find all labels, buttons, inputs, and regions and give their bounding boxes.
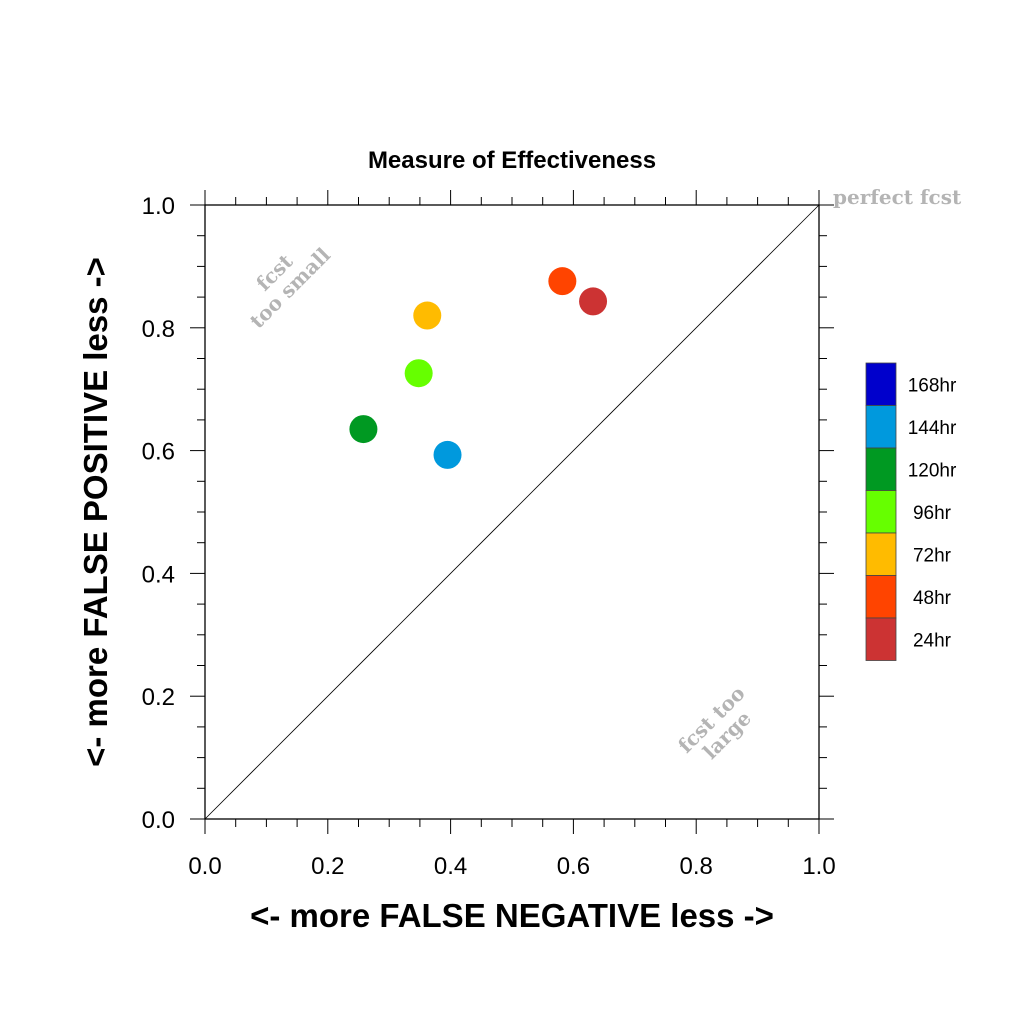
legend-swatch-144hr <box>865 405 897 449</box>
x-tick-label: 0.8 <box>680 853 713 880</box>
reference-line-group <box>204 204 820 820</box>
x-tick-label: 1.0 <box>802 853 835 880</box>
legend-swatch-72hr <box>865 532 897 576</box>
legend-swatch-48hr <box>865 575 897 619</box>
perfect-forecast-label: perfect fcst <box>833 185 962 209</box>
data-point-96hr <box>404 359 433 388</box>
x-tick-label: 0.0 <box>188 853 221 880</box>
y-tick-label: 1.0 <box>142 193 175 220</box>
y-axis-title: <- more FALSE POSITIVE less -> <box>77 257 114 767</box>
points-group <box>349 267 608 469</box>
y-tick-label: 0.0 <box>142 807 175 834</box>
x-axis-title: <- more FALSE NEGATIVE less -> <box>250 897 774 934</box>
legend-label-144hr: 144hr <box>908 418 957 439</box>
data-point-120hr <box>349 415 378 444</box>
legend-label-48hr: 48hr <box>913 588 952 609</box>
diagonal-reference-line <box>204 204 820 820</box>
legend-label-96hr: 96hr <box>913 503 952 524</box>
legend-label-120hr: 120hr <box>908 460 957 481</box>
x-tick-label: 0.4 <box>434 853 467 880</box>
y-tick-label: 0.8 <box>142 316 175 343</box>
y-tick-label: 0.4 <box>142 561 175 588</box>
x-tick-label: 0.6 <box>557 853 590 880</box>
legend-swatch-24hr <box>865 617 897 661</box>
legend: 168hr 144hr 120hr 96hr 72hr 48hr 24hr <box>865 362 957 661</box>
data-point-48hr <box>548 267 577 296</box>
x-tick-label: 0.2 <box>311 853 344 880</box>
y-tick-label: 0.6 <box>142 439 175 466</box>
data-point-24hr <box>579 287 608 316</box>
data-point-72hr <box>413 301 442 330</box>
legend-label-24hr: 24hr <box>913 630 952 651</box>
legend-swatch-96hr <box>865 490 897 534</box>
legend-label-168hr: 168hr <box>908 375 957 396</box>
data-point-144hr <box>433 440 462 469</box>
chart-title: Measure of Effectiveness <box>368 147 656 174</box>
legend-label-72hr: 72hr <box>913 545 952 566</box>
too-small-line-2: too small <box>245 243 335 333</box>
ticks-group: 0.0 0.2 0.4 0.6 0.8 1.0 0.0 0.2 0.4 0.6 0.8 1.0 <box>142 190 836 880</box>
legend-swatch-168hr <box>865 362 897 406</box>
y-tick-label: 0.2 <box>142 684 175 711</box>
legend-swatch-120hr <box>865 447 897 491</box>
